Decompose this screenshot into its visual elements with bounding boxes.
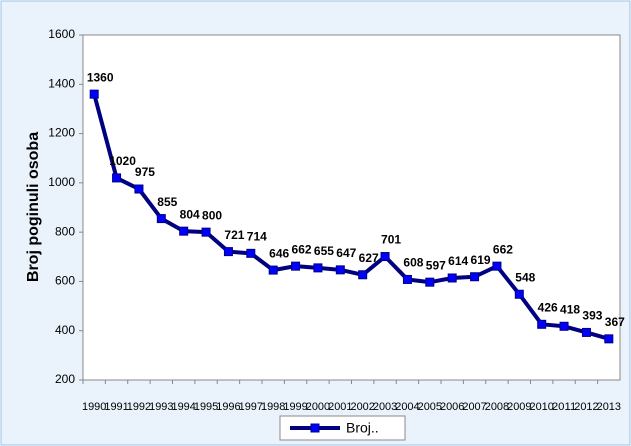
- marker: [447, 273, 457, 283]
- marker: [380, 252, 390, 262]
- legend-marker: [310, 423, 320, 433]
- marker: [358, 270, 368, 280]
- y-tick-label: 200: [55, 372, 75, 386]
- y-tick-label: 1200: [48, 126, 75, 140]
- marker: [179, 226, 189, 236]
- marker: [291, 261, 301, 271]
- plot-area: [82, 34, 621, 381]
- data-label: 804: [180, 207, 200, 221]
- marker: [604, 334, 614, 344]
- x-tick-label: 2003: [373, 401, 397, 413]
- x-tick-label: 2013: [597, 401, 621, 413]
- data-label: 647: [336, 246, 356, 260]
- marker: [156, 214, 166, 224]
- data-label: 619: [471, 253, 491, 267]
- data-label: 426: [538, 300, 558, 314]
- x-tick-label: 1990: [82, 401, 106, 413]
- marker: [246, 248, 256, 258]
- data-label: 627: [359, 251, 379, 265]
- marker: [470, 272, 480, 282]
- y-tick-label: 1600: [48, 27, 75, 41]
- x-tick-label: 1999: [283, 401, 307, 413]
- marker: [335, 265, 345, 275]
- data-label: 548: [515, 270, 535, 284]
- x-tick-label: 2000: [306, 401, 330, 413]
- y-tick-label: 400: [55, 323, 75, 337]
- data-label: 714: [247, 230, 267, 244]
- data-label: 597: [426, 258, 446, 272]
- marker: [112, 173, 122, 183]
- x-tick-label: 2012: [574, 401, 598, 413]
- data-label: 1020: [109, 154, 136, 168]
- data-label: 721: [224, 228, 244, 242]
- data-label: 855: [157, 195, 177, 209]
- x-tick-label: 1998: [261, 401, 285, 413]
- data-label: 662: [493, 242, 513, 256]
- data-label: 655: [314, 244, 334, 258]
- data-label: 662: [292, 242, 312, 256]
- legend-label: Broj..: [346, 420, 379, 436]
- data-label: 701: [381, 233, 401, 247]
- x-tick-label: 2009: [507, 401, 531, 413]
- y-tick-label: 600: [55, 274, 75, 288]
- data-label: 1360: [87, 70, 114, 84]
- data-label: 418: [560, 302, 580, 316]
- y-tick-label: 800: [55, 224, 75, 238]
- marker: [581, 327, 591, 337]
- marker: [313, 263, 323, 273]
- x-tick-label: 1991: [104, 401, 128, 413]
- data-label: 800: [202, 208, 222, 222]
- marker: [134, 184, 144, 194]
- marker: [425, 277, 435, 287]
- y-tick-label: 1400: [48, 76, 75, 90]
- x-tick-label: 2001: [328, 401, 352, 413]
- data-label: 608: [403, 256, 423, 270]
- marker: [492, 261, 502, 271]
- x-tick-label: 2005: [418, 401, 442, 413]
- x-tick-label: 1994: [172, 401, 196, 413]
- y-tick-label: 1000: [48, 175, 75, 189]
- x-tick-label: 2010: [530, 401, 554, 413]
- data-label: 367: [605, 315, 625, 329]
- x-tick-label: 2004: [395, 401, 419, 413]
- marker: [537, 319, 547, 329]
- marker: [559, 321, 569, 331]
- x-tick-label: 1995: [194, 401, 218, 413]
- x-tick-label: 2011: [552, 401, 576, 413]
- marker: [514, 289, 524, 299]
- y-axis-label: Broj poginuli osoba: [25, 132, 42, 282]
- x-tick-label: 2008: [485, 401, 509, 413]
- data-label: 614: [448, 254, 468, 268]
- marker: [201, 227, 211, 237]
- marker: [268, 265, 278, 275]
- x-tick-label: 2006: [440, 401, 464, 413]
- x-tick-label: 1996: [216, 401, 240, 413]
- x-tick-label: 2002: [351, 401, 375, 413]
- x-tick-label: 2007: [462, 401, 486, 413]
- marker: [89, 89, 99, 99]
- marker: [223, 247, 233, 257]
- x-tick-label: 1992: [127, 401, 151, 413]
- data-label: 393: [582, 309, 602, 323]
- marker: [402, 274, 412, 284]
- x-tick-label: 1997: [239, 401, 263, 413]
- x-tick-label: 1993: [149, 401, 173, 413]
- data-label: 975: [135, 165, 155, 179]
- data-label: 646: [269, 246, 289, 260]
